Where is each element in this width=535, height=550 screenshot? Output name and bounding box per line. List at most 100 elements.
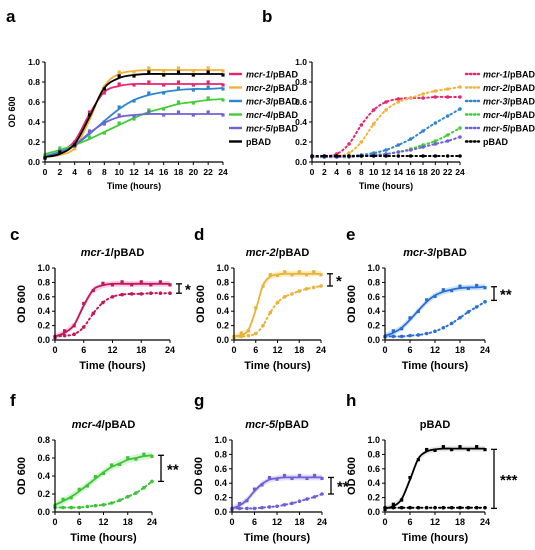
data-point: [91, 311, 96, 316]
legend-label: mcr-5/pBAD: [246, 124, 299, 134]
significance-label: **: [500, 287, 512, 304]
panel-e: e mcr-3/pBAD 0.0 0.2 0.4 0.6 0.8 1.0 0 6 12 18 24 Tim…: [346, 225, 512, 372]
x-axis-label: Time (hours): [244, 532, 311, 544]
data-point: [445, 154, 450, 158]
data-point: [282, 503, 287, 507]
data-point: [191, 101, 195, 105]
x-tick-label: 0: [229, 517, 234, 527]
y-tick-label: 0.8: [295, 77, 307, 87]
data-point: [62, 333, 67, 338]
y-tick-label: 0.6: [214, 464, 227, 474]
panel-letter-a: a: [6, 7, 16, 26]
y-tick-label: 0.2: [214, 493, 227, 503]
x-tick-label: 18: [418, 167, 428, 177]
data-point: [449, 321, 454, 326]
data-point: [416, 505, 421, 510]
data-point: [275, 504, 279, 509]
data-point: [61, 505, 65, 510]
x-tick-label: 24: [165, 345, 175, 355]
x-tick-label: 0: [382, 345, 387, 355]
data-point: [82, 301, 86, 306]
data-point: [290, 501, 294, 506]
x-axis-label: Time (hours): [79, 360, 146, 372]
data-point: [246, 329, 251, 333]
y-tick-label: 1.0: [37, 263, 50, 273]
y-tick-label: 0.8: [367, 449, 380, 459]
data-point: [384, 154, 388, 158]
data-point: [176, 110, 181, 114]
data-point: [297, 289, 302, 293]
significance-label: *: [336, 273, 342, 290]
data-point: [347, 142, 351, 146]
data-point: [450, 289, 454, 293]
legend-label: mcr-2/pBAD: [483, 83, 535, 93]
data-point: [421, 154, 425, 158]
x-tick-label: 6: [407, 517, 412, 527]
data-point: [320, 476, 324, 481]
y-tick-label: 0.0: [367, 335, 380, 345]
data-point: [62, 329, 67, 333]
data-point: [322, 154, 327, 158]
y-tick-label: 0.4: [37, 306, 50, 316]
y-tick-label: 0.8: [37, 277, 50, 287]
data-point: [162, 113, 166, 117]
data-point: [176, 86, 181, 90]
data-point: [391, 329, 395, 333]
data-point: [101, 471, 106, 475]
data-point: [408, 96, 413, 100]
x-tick-label: 24: [480, 345, 490, 355]
data-point: [445, 114, 450, 118]
data-point: [132, 117, 136, 121]
x-tick-label: 20: [189, 167, 199, 177]
y-tick-label: 0.6: [216, 292, 229, 302]
data-point: [245, 499, 249, 503]
data-point: [416, 309, 420, 314]
data-point: [445, 95, 450, 99]
data-point: [466, 310, 471, 314]
y-tick-label: 1.0: [367, 263, 380, 273]
data-point: [441, 325, 446, 330]
y-tick-label: 0.0: [295, 157, 307, 167]
data-point: [134, 457, 138, 461]
data-point: [297, 499, 302, 504]
legend-label: mcr-1/pBAD: [483, 70, 535, 80]
data-point: [72, 324, 76, 328]
data-point: [474, 305, 479, 309]
x-axis-label: Time (hours): [107, 181, 161, 191]
confidence-band: [55, 280, 170, 340]
data-point: [466, 448, 470, 452]
data-point: [290, 273, 294, 277]
y-tick-label: 0.6: [295, 97, 307, 107]
data-point: [396, 97, 401, 101]
data-point: [433, 329, 437, 334]
data-point: [176, 70, 181, 74]
data-point: [458, 284, 462, 288]
y-axis-label: OD 600: [193, 457, 205, 495]
data-point: [458, 154, 462, 158]
data-point: [91, 289, 95, 293]
panel-letter-g: g: [194, 391, 204, 410]
data-point: [347, 154, 351, 158]
data-point: [421, 96, 425, 100]
x-tick-label: 0: [52, 345, 57, 355]
data-point: [85, 504, 90, 509]
x-tick-label: 6: [81, 345, 86, 355]
panel-title-c: mcr-1/pBAD: [81, 247, 145, 259]
x-tick-label: 4: [72, 167, 77, 177]
data-point: [433, 121, 438, 125]
data-point: [101, 300, 105, 305]
data-point: [162, 91, 166, 95]
data-point: [290, 476, 294, 481]
data-point: [162, 73, 166, 77]
y-tick-label: 0.4: [37, 471, 50, 481]
y-tick-label: 0.4: [28, 117, 40, 127]
data-point: [449, 505, 454, 510]
x-tick-label: 12: [381, 167, 391, 177]
data-point: [458, 315, 462, 320]
data-point: [239, 331, 243, 335]
data-point: [290, 292, 294, 296]
data-point: [110, 295, 115, 299]
y-tick-label: 0.0: [214, 507, 227, 517]
data-point: [347, 151, 351, 155]
